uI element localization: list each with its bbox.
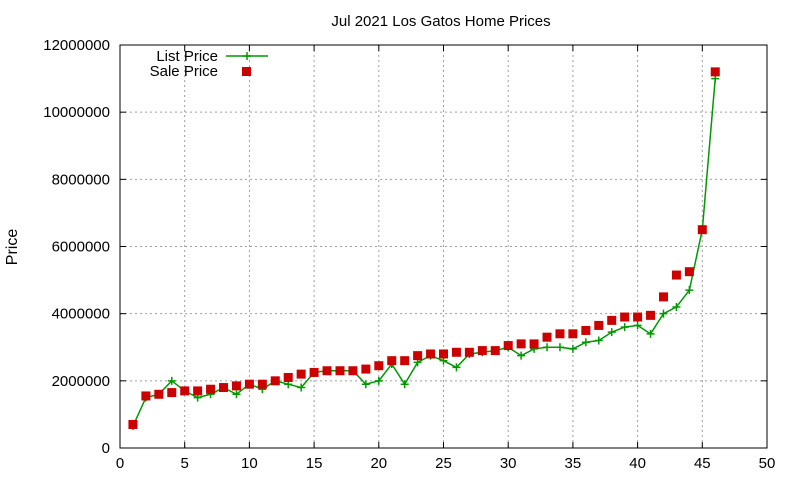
list-price-point: [400, 380, 409, 389]
grid: [120, 45, 767, 448]
sale-price-point: [451, 347, 461, 357]
sale-price-point: [283, 372, 293, 382]
x-tick-label: 30: [500, 455, 517, 472]
sale-price-point: [270, 376, 280, 386]
list-price-point: [297, 383, 306, 392]
sale-price-point: [490, 346, 500, 356]
sale-price-point: [374, 361, 384, 371]
chart-title: Jul 2021 Los Gatos Home Prices: [331, 13, 550, 30]
sale-price-point: [671, 270, 681, 280]
sale-price-point: [128, 419, 138, 429]
sale-price-point: [180, 386, 190, 396]
list-price-line: [132, 78, 716, 427]
list-price-point: [633, 321, 642, 330]
sale-price-point: [309, 367, 319, 377]
list-price-point: [685, 286, 694, 295]
x-tick-label: 20: [370, 455, 387, 472]
sale-price-point: [206, 384, 216, 394]
list-price-point: [594, 336, 603, 345]
legend: List Price Sale Price: [150, 48, 268, 80]
y-tick-label: 10000000: [43, 104, 110, 121]
x-tick-label: 35: [565, 455, 582, 472]
sale-price-point: [697, 225, 707, 235]
sale-price-point: [400, 356, 410, 366]
legend-label-list-price: List Price: [156, 48, 218, 65]
sale-price-point: [167, 388, 177, 398]
sale-price-point: [710, 67, 720, 77]
sale-price-point: [154, 389, 164, 399]
list-price-point: [646, 329, 655, 338]
sale-price-point: [348, 366, 358, 376]
series-layer: [128, 67, 720, 431]
y-tick-label: 2000000: [52, 373, 110, 390]
sale-price-point: [477, 346, 487, 356]
list-price-point: [555, 343, 564, 352]
y-tick-label: 6000000: [52, 239, 110, 256]
x-tick-label: 15: [306, 455, 323, 472]
sale-price-point: [322, 366, 332, 376]
sale-price-point: [684, 267, 694, 277]
x-tick-label: 45: [694, 455, 711, 472]
sale-price-point: [503, 341, 513, 351]
list-price-point: [543, 343, 552, 352]
sale-price-point: [257, 379, 267, 389]
sale-price-point: [542, 332, 552, 342]
sale-price-point: [387, 356, 397, 366]
x-tick-label: 25: [435, 455, 452, 472]
sale-price-point: [413, 351, 423, 361]
x-tick-label: 40: [629, 455, 646, 472]
sale-price-point: [516, 339, 526, 349]
sale-price-point: [646, 310, 656, 320]
list-price-point: [232, 390, 241, 399]
list-price-point: [672, 302, 681, 311]
legend-label-sale-price: Sale Price: [150, 63, 218, 80]
y-tick-label: 4000000: [52, 306, 110, 323]
sale-price-point: [439, 349, 448, 359]
y-axis: 0 2000000 4000000 6000000 8000000 10000000 120…: [43, 37, 767, 457]
sale-price-point: [361, 364, 371, 374]
list-price-point: [517, 351, 526, 360]
y-axis-label: Price: [4, 229, 21, 266]
sale-price-point: [568, 329, 578, 339]
list-price-point: [607, 328, 616, 337]
sale-price-point: [296, 369, 306, 379]
sale-price-point: [464, 347, 474, 357]
x-tick-label: 10: [241, 455, 258, 472]
list-price-point: [374, 376, 383, 385]
sale-price-point: [244, 379, 254, 389]
sale-price-point: [594, 320, 604, 330]
x-axis: 0 5 10 15 20 25 30 35 40 45 50: [116, 45, 776, 472]
sale-price-point: [555, 329, 565, 339]
series-list-price: [128, 74, 720, 431]
sale-price-point: [335, 366, 345, 376]
sale-price-point: [193, 386, 203, 396]
sale-price-point: [529, 339, 539, 349]
list-price-point: [361, 380, 370, 389]
legend-marker-sale-price: [242, 67, 251, 76]
list-price-point: [167, 376, 176, 385]
y-tick-label: 8000000: [52, 171, 110, 188]
x-tick-label: 0: [116, 455, 124, 472]
sale-price-point: [658, 292, 668, 302]
list-price-point: [659, 309, 668, 318]
x-tick-label: 5: [181, 455, 189, 472]
sale-price-point: [620, 312, 630, 322]
sale-price-point: [426, 349, 436, 359]
sale-price-point: [141, 391, 151, 401]
y-tick-label: 12000000: [43, 37, 110, 54]
sale-price-point: [219, 383, 229, 393]
sale-price-point: [633, 312, 643, 322]
list-price-point: [452, 363, 461, 372]
list-price-point: [581, 338, 590, 347]
list-price-point: [620, 323, 629, 332]
sale-price-point: [231, 381, 241, 391]
sale-price-point: [581, 325, 591, 335]
list-price-point: [568, 344, 577, 353]
sale-price-point: [607, 315, 617, 325]
legend-marker-list-price: [243, 52, 251, 60]
series-sale-price: [128, 67, 720, 429]
x-tick-label: 50: [759, 455, 776, 472]
y-tick-label: 0: [102, 440, 110, 457]
